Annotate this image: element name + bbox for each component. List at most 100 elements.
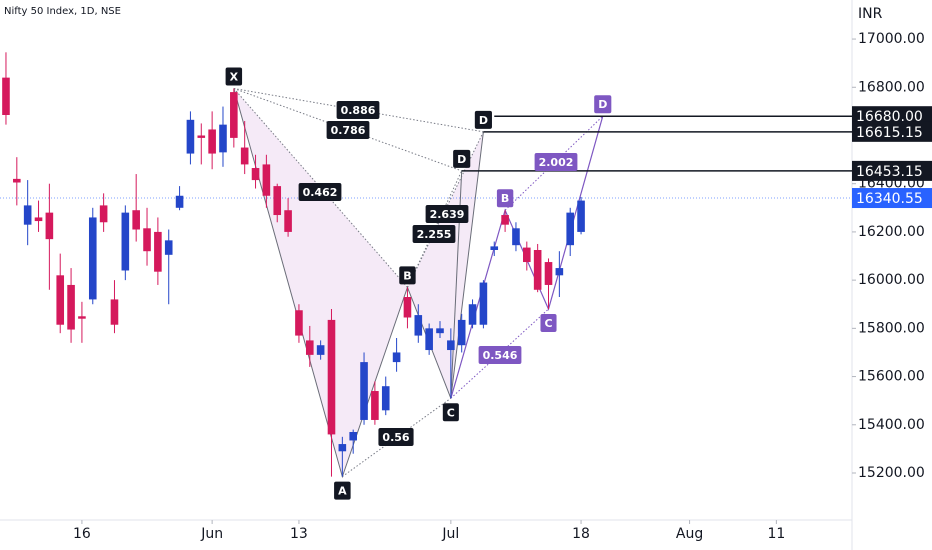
label-text: D: [457, 153, 466, 166]
candle-body: [56, 275, 65, 325]
candle-body: [186, 119, 195, 154]
y-axis-label: INR: [858, 6, 883, 22]
label-text: C: [544, 317, 552, 330]
label-text: X: [230, 70, 239, 83]
candle-body: [45, 212, 54, 240]
label-tag: 0.786: [326, 121, 370, 139]
candle-body: [208, 129, 216, 154]
candle-body: [197, 135, 206, 138]
price-label: 16340.55: [856, 191, 923, 207]
x-tick-label: Jun: [200, 526, 223, 542]
y-tick-label: 16000.00: [858, 272, 925, 288]
x-tick-label: 16: [73, 526, 91, 542]
label-tag: B: [496, 189, 514, 208]
label-bg: [336, 101, 380, 119]
candle-body: [371, 391, 379, 420]
label-tag: 0.886: [336, 101, 380, 119]
x-tick-label: 13: [290, 526, 308, 542]
label-tag: 0.462: [298, 183, 342, 201]
candle-body: [2, 77, 10, 115]
candle-body: [295, 310, 303, 336]
price-label: 16615.15: [856, 125, 923, 141]
candle-body: [555, 268, 564, 276]
label-text: C: [447, 406, 455, 419]
chart-title: Nifty 50 Index, 1D, NSE: [4, 6, 121, 17]
pattern-ratio-line: [406, 131, 484, 288]
candle-body: [78, 316, 86, 319]
label-text: 0.546: [483, 349, 518, 362]
label-text: D: [479, 114, 488, 127]
label-tag: 2.639: [425, 205, 469, 223]
label-tag: B: [399, 266, 416, 285]
price-label-box: [852, 106, 932, 127]
candle-body: [381, 386, 390, 411]
y-tick-label: 15600.00: [858, 369, 925, 385]
label-bg: [534, 153, 578, 171]
label-tag: C: [442, 403, 459, 422]
candle-body: [132, 210, 140, 230]
label-bg: [326, 121, 370, 139]
label-text: 0.56: [382, 431, 409, 444]
label-text: 2.002: [539, 156, 574, 169]
price-label-box: [852, 160, 932, 181]
label-tag: 0.56: [378, 428, 414, 446]
candle-body: [327, 319, 336, 435]
candle-body: [479, 282, 488, 325]
candle-body: [425, 328, 433, 351]
label-text: 2.255: [417, 228, 452, 241]
candle-body: [13, 178, 21, 183]
candle-body: [284, 210, 292, 232]
candle-body: [88, 217, 97, 300]
label-tag: 2.255: [412, 225, 456, 243]
x-tick-label: Jul: [441, 526, 459, 542]
label-bg: [478, 346, 522, 364]
label-bg: [399, 266, 416, 285]
candle-body: [143, 228, 151, 252]
candle-body: [533, 249, 542, 290]
candle-body: [392, 352, 401, 363]
label-bg: [225, 67, 243, 86]
label-bg: [425, 205, 469, 223]
label-text: B: [403, 269, 411, 282]
candle-body: [164, 240, 173, 255]
candle-body: [110, 299, 119, 325]
candle-body: [262, 164, 271, 196]
candle-body: [360, 362, 368, 420]
label-tag: X: [225, 67, 243, 86]
candle-body: [230, 92, 238, 138]
label-tag: C: [540, 314, 557, 333]
y-tick-label: 16800.00: [858, 79, 925, 95]
pattern-ratio-line: [450, 308, 549, 399]
candle-body: [338, 444, 347, 452]
candle-body: [436, 328, 444, 334]
label-bg: [453, 149, 471, 168]
label-bg: [594, 95, 612, 114]
candle-body: [67, 284, 75, 330]
candle-body: [251, 168, 260, 181]
label-tag: D: [474, 110, 492, 129]
candle-body: [468, 304, 477, 325]
label-bg: [442, 403, 459, 422]
price-label: 16453.15: [856, 164, 923, 180]
candle-body: [512, 228, 520, 246]
candle-body: [447, 340, 455, 351]
price-label-box: [852, 121, 932, 142]
label-text: 2.639: [430, 208, 465, 221]
label-bg: [412, 225, 456, 243]
label-bg: [334, 481, 351, 500]
candle-body: [34, 217, 43, 222]
price-label: 16680.00: [856, 109, 923, 125]
label-tag: D: [594, 95, 612, 114]
label-tag: 2.002: [534, 153, 578, 171]
label-text: 0.462: [303, 186, 338, 199]
candle-body: [154, 231, 162, 272]
candle-body: [240, 147, 249, 165]
label-tag: A: [334, 481, 351, 500]
candle-body: [403, 297, 412, 318]
candle-body: [349, 432, 357, 441]
candle-body: [566, 212, 575, 246]
label-bg: [298, 183, 342, 201]
candle-body: [501, 215, 509, 225]
candle-body: [273, 186, 282, 216]
